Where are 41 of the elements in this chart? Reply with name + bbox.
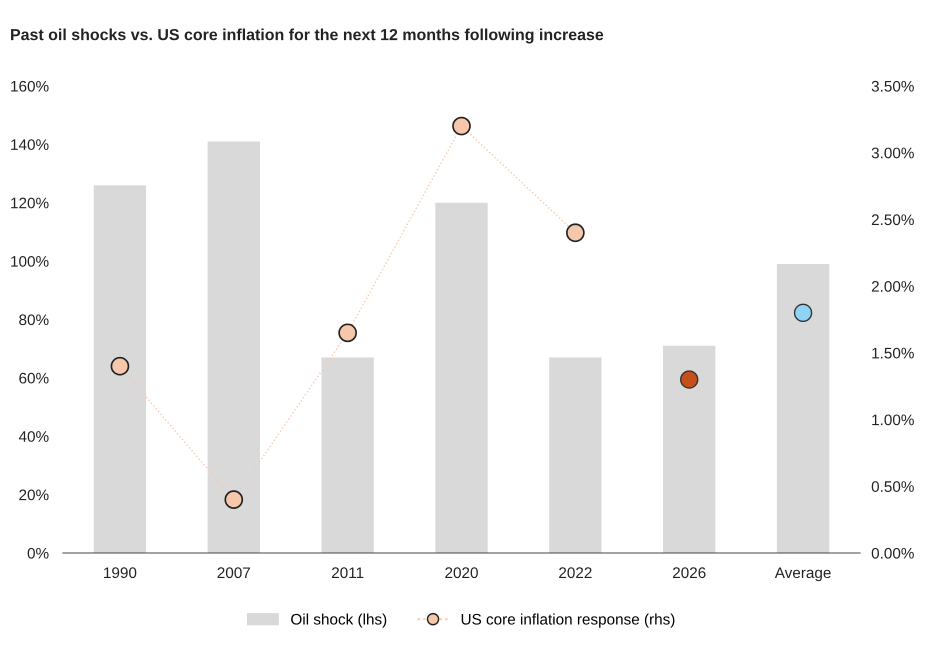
bar [663, 346, 716, 553]
point [566, 223, 585, 242]
x-tick-label: 2020 [445, 567, 478, 578]
y2-tick-label: 1.50% [872, 348, 914, 359]
x-tick-label: 2026 [672, 567, 706, 578]
bar [549, 357, 602, 553]
legend-label: US core inflation response (rhs) [462, 613, 674, 628]
point [338, 324, 357, 342]
bar [94, 185, 146, 553]
y-tick-label: 120% [11, 198, 49, 208]
bar [208, 141, 260, 553]
x-tick-label: Average [774, 567, 831, 582]
y2-tick-label: 3.00% [872, 148, 914, 158]
y-tick-label: 20% [19, 489, 49, 500]
legend-label: Oil shock (lhs) [291, 613, 386, 628]
chart-title: Past oil shocks vs. US core inflation for the next 12 months following increase [11, 28, 604, 44]
y-tick-label: 40% [18, 431, 49, 442]
bar [321, 357, 374, 553]
y-tick-label: 160% [11, 80, 49, 92]
point [110, 356, 130, 376]
x-tick-label: 2007 [218, 567, 250, 578]
bar [776, 264, 830, 553]
y-tick-label: 100% [11, 256, 49, 267]
y2-tick-label: 1.00% [872, 414, 914, 426]
y2-tick-label: 2.50% [872, 214, 914, 226]
y-tick-label: 60% [19, 372, 49, 384]
y-tick-label: 0% [28, 548, 49, 559]
point [680, 370, 698, 389]
bar [435, 202, 488, 553]
point [224, 490, 244, 509]
y-tick-label: 80% [19, 314, 49, 326]
point [452, 116, 471, 136]
y2-tick-label: 2.00% [872, 281, 914, 292]
x-tick-label: 1990 [104, 567, 136, 578]
y2-tick-label: 0.50% [872, 481, 914, 492]
x-tick-label: 2022 [559, 567, 592, 578]
y2-tick-label: 0.00% [872, 548, 914, 559]
y2-tick-label: 3.50% [872, 80, 914, 92]
x-tick-label: 2011 [332, 567, 364, 578]
point [794, 304, 812, 322]
y-tick-label: 140% [11, 139, 49, 150]
